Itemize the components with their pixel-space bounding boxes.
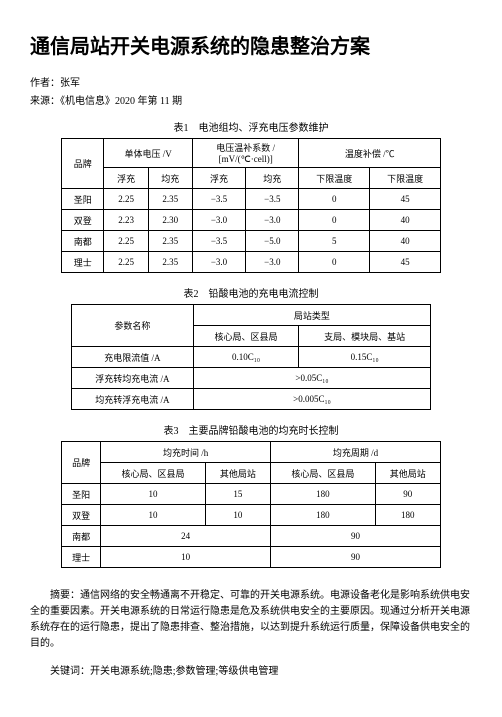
- cell: 180: [375, 505, 440, 526]
- table3-title: 表3 主要品牌铅酸电池的均充时长控制: [30, 422, 472, 437]
- cell: 45: [370, 189, 441, 210]
- author-line: 作者：张军: [30, 74, 472, 89]
- cell: 南都: [62, 231, 104, 252]
- cell: 均充转浮充电流 /A: [72, 389, 194, 410]
- cell: 90: [271, 547, 441, 568]
- author-name: 张军: [60, 78, 80, 89]
- th-eq2: 均充: [246, 168, 299, 189]
- cell: 10: [101, 505, 206, 526]
- cell: 南都: [62, 526, 101, 547]
- cell: 45: [370, 252, 441, 273]
- cell: 40: [370, 210, 441, 231]
- keywords: 关键词：开关电源系统;隐患;参数管理;等级供电管理: [30, 662, 472, 677]
- cell: 2.35: [148, 231, 192, 252]
- table2: 参数名称 局站类型 核心局、区县局 支局、模块局、基站 充电限流值 /A0.10…: [71, 304, 431, 410]
- cell: 2.25: [104, 252, 148, 273]
- th-brand: 品牌: [62, 442, 101, 484]
- cell: 180: [271, 484, 376, 505]
- th-float: 浮充: [104, 168, 148, 189]
- cell: 2.25: [104, 189, 148, 210]
- cell: −3.0: [192, 252, 245, 273]
- th: 其他局站: [205, 463, 270, 484]
- keywords-label: 关键词：: [50, 666, 90, 677]
- cell: 10: [101, 484, 206, 505]
- abstract: 摘要：通信网络的安全畅通离不开稳定、可靠的开关电源系统。电源设备老化是影响系统供…: [30, 588, 472, 652]
- cell: 充电限流值 /A: [72, 347, 194, 368]
- cell: >0.05C₁₀: [193, 368, 430, 389]
- th-tempcoef: 电压温补系数 / [mV/(℃·cell)]: [192, 139, 299, 168]
- th-param: 参数名称: [72, 305, 194, 347]
- cell: 40: [370, 231, 441, 252]
- keywords-text: 开关电源系统;隐患;参数管理;等级供电管理: [90, 666, 278, 677]
- cell: 5: [299, 231, 370, 252]
- th: 核心局、区县局: [101, 463, 206, 484]
- cell: 双登: [62, 210, 104, 231]
- abstract-label: 摘要：: [50, 590, 80, 601]
- cell: 10: [101, 547, 271, 568]
- cell: 2.23: [104, 210, 148, 231]
- cell: −3.0: [246, 210, 299, 231]
- source-label: 来源：: [30, 96, 60, 107]
- th: 核心局、区县局: [271, 463, 376, 484]
- cell: 0: [299, 210, 370, 231]
- cell: 双登: [62, 505, 101, 526]
- th-core: 核心局、区县局: [193, 326, 298, 347]
- cell: 2.25: [104, 231, 148, 252]
- table1-title: 表1 电池组均、浮充电压参数维护: [30, 119, 472, 134]
- cell: −3.5: [246, 189, 299, 210]
- table3: 品牌 均充时间 /h 均充周期 /d 核心局、区县局 其他局站 核心局、区县局 …: [61, 441, 441, 568]
- cell: 0: [299, 189, 370, 210]
- cell: >0.005C₁₀: [193, 389, 430, 410]
- source-line: 来源：《机电信息》2020 年第 11 期: [30, 92, 472, 107]
- cell: 理士: [62, 252, 104, 273]
- cell: −3.0: [246, 252, 299, 273]
- cell: 2.30: [148, 210, 192, 231]
- page-title: 通信局站开关电源系统的隐患整治方案: [30, 30, 472, 59]
- cell: −5.0: [246, 231, 299, 252]
- th-eqperiod: 均充周期 /d: [271, 442, 441, 463]
- cell: −3.5: [192, 231, 245, 252]
- cell: 0.10C₁₀: [193, 347, 298, 368]
- table1: 品牌 单体电压 /V 电压温补系数 / [mV/(℃·cell)] 温度补偿 /…: [61, 138, 441, 273]
- th-branch: 支局、模块局、基站: [299, 326, 431, 347]
- th-eqtime: 均充时间 /h: [101, 442, 271, 463]
- abstract-text: 通信网络的安全畅通离不开稳定、可靠的开关电源系统。电源设备老化是影响系统供电安全…: [30, 590, 470, 649]
- cell: −3.5: [192, 189, 245, 210]
- source-text: 《机电信息》2020 年第 11 期: [60, 96, 182, 107]
- cell: 10: [205, 505, 270, 526]
- th-float2: 浮充: [192, 168, 245, 189]
- cell: 2.35: [148, 189, 192, 210]
- th: 其他局站: [375, 463, 440, 484]
- cell: 0: [299, 252, 370, 273]
- table2-title: 表2 铅酸电池的充电电流控制: [30, 285, 472, 300]
- th-thigh: 下限温度: [370, 168, 441, 189]
- cell: 浮充转均充电流 /A: [72, 368, 194, 389]
- cell: 2.35: [148, 252, 192, 273]
- th-brand: 品牌: [62, 139, 104, 189]
- cell: 0.15C₁₀: [299, 347, 431, 368]
- cell: 理士: [62, 547, 101, 568]
- cell: −3.0: [192, 210, 245, 231]
- cell: 90: [375, 484, 440, 505]
- author-label: 作者：: [30, 78, 60, 89]
- cell: 圣阳: [62, 484, 101, 505]
- cell: 15: [205, 484, 270, 505]
- th-tlow: 下限温度: [299, 168, 370, 189]
- th-eq: 均充: [148, 168, 192, 189]
- cell: 24: [101, 526, 271, 547]
- th-tempcomp: 温度补偿 /℃: [299, 139, 441, 168]
- cell: 90: [271, 526, 441, 547]
- th-voltage: 单体电压 /V: [104, 139, 192, 168]
- cell: 圣阳: [62, 189, 104, 210]
- th-station: 局站类型: [193, 305, 430, 326]
- cell: 180: [271, 505, 376, 526]
